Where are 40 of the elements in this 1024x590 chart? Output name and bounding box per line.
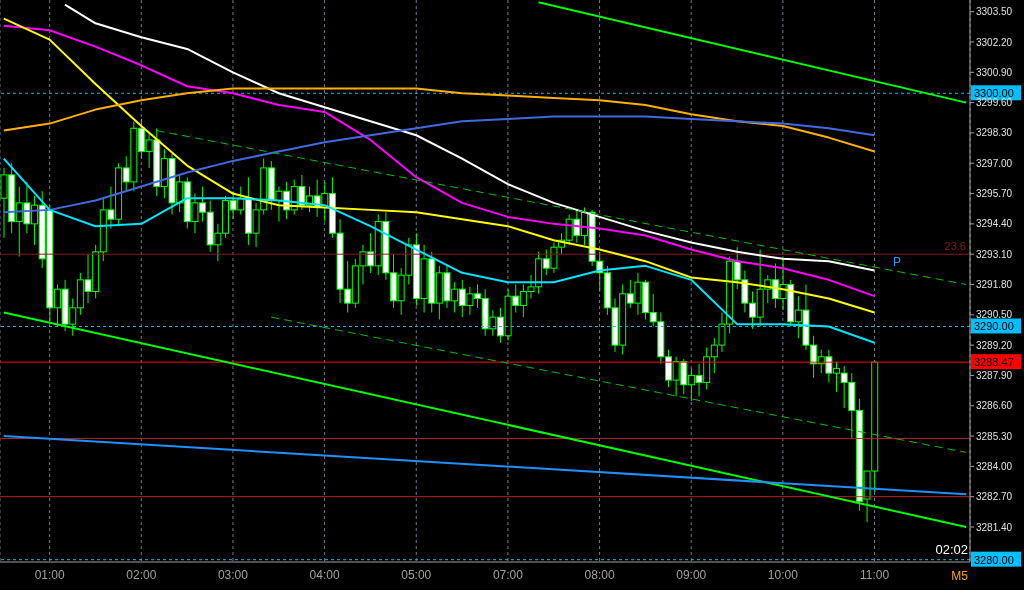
annotation: 23.6 — [944, 240, 966, 253]
line-series — [2, 157, 876, 344]
x-tick-label: 08:00 — [584, 567, 615, 582]
y-tick-label: 3290.50 — [976, 309, 1013, 321]
x-tick-label: 02:00 — [126, 567, 157, 582]
x-tick-label: 10:00 — [767, 567, 799, 582]
y-tick-label: 3297.00 — [976, 157, 1013, 169]
line-series — [63, 3, 876, 272]
ref-line-label: 3300.00 — [974, 87, 1014, 100]
y-tick-label: 3285.30 — [976, 430, 1013, 442]
y-tick-label: 3299.60 — [976, 97, 1013, 109]
annotation: P — [893, 255, 902, 269]
x-tick-label: 07:00 — [492, 567, 524, 582]
ref-line-label: 3290.00 — [974, 320, 1014, 333]
y-tick-label: 3298.30 — [976, 127, 1013, 139]
ref-line-label: 3280.00 — [974, 553, 1014, 566]
y-tick-label: 3282.70 — [976, 491, 1013, 503]
y-tick-label: 3291.80 — [976, 279, 1013, 291]
y-tick-label: 3294.40 — [976, 218, 1013, 230]
line-series — [2, 115, 876, 214]
y-tick-label: 3302.20 — [976, 36, 1013, 48]
y-tick-label: 3287.90 — [976, 369, 1013, 381]
y-tick-label: 3284.00 — [976, 460, 1013, 472]
y-tick-label: 3300.90 — [976, 66, 1013, 78]
x-tick-label: 09:00 — [676, 567, 707, 582]
line-series — [2, 87, 876, 153]
x-tick-label: 05:00 — [401, 567, 432, 582]
x-tick-label: 04:00 — [309, 567, 340, 582]
text: M5 — [951, 569, 969, 583]
x-tick-label: 01:00 — [34, 567, 65, 582]
y-tick-label: 3289.20 — [976, 339, 1013, 351]
y-tick-label: 3286.60 — [976, 400, 1013, 412]
ref-line-label: 3288.47 — [974, 356, 1014, 369]
x-tick-label: 03:00 — [217, 567, 249, 582]
y-tick-label: 3281.40 — [976, 521, 1013, 533]
y-tick-label: 3303.50 — [976, 6, 1013, 18]
y-tick-label: 3295.70 — [976, 188, 1013, 200]
x-tick-label: 11:00 — [859, 567, 890, 582]
annotation: 02:02 — [935, 542, 968, 557]
y-tick-label: 3293.10 — [976, 248, 1013, 260]
